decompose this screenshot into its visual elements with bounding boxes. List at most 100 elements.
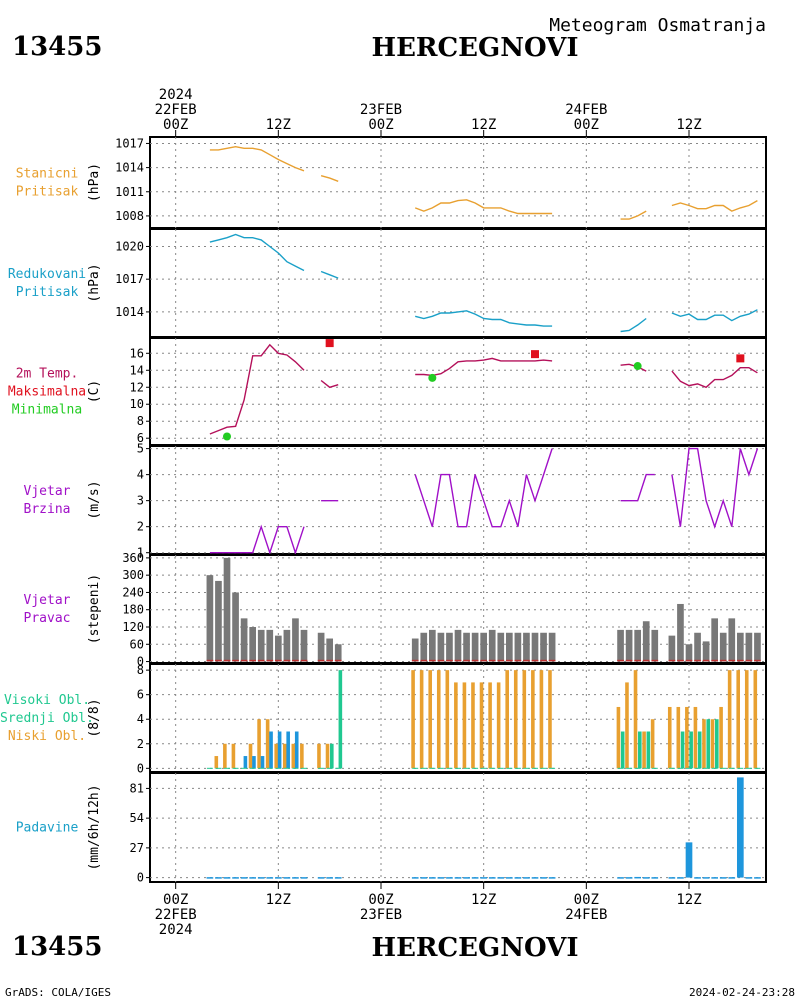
y-tick-label: 1017	[115, 272, 144, 286]
cloud-bar	[428, 670, 432, 769]
cloud-bar	[223, 743, 227, 769]
bar	[625, 629, 633, 662]
bar	[668, 877, 676, 879]
bar	[702, 877, 710, 879]
cloud-bar	[471, 682, 475, 769]
y-tick-label: 0	[137, 871, 144, 885]
y-tick-label: 360	[122, 551, 144, 565]
y-tick-label: 0	[137, 761, 144, 775]
bar	[540, 632, 547, 662]
panel-3: 6 8 10 12 14 16 (C) 2m Temp. Maksimalna Minimalna	[8, 337, 767, 446]
cloud-bar	[252, 756, 256, 769]
cloud-bar	[257, 719, 261, 769]
bar	[694, 877, 701, 879]
series-line	[414, 199, 553, 215]
bar	[531, 877, 539, 879]
top-tick-label: 2024	[159, 87, 193, 103]
bar	[651, 629, 659, 662]
cloud-bar	[488, 682, 492, 769]
y-tick-label: 3	[137, 494, 144, 508]
cloud-bar	[286, 731, 290, 769]
y-axis-label: (hPa)	[87, 163, 102, 202]
y-tick-label: 6	[137, 431, 144, 445]
bottom-tick-label: 24FEB	[565, 907, 607, 923]
bar	[232, 592, 239, 662]
bar	[317, 877, 325, 879]
bar	[223, 557, 231, 662]
bar	[548, 877, 556, 879]
bar	[685, 842, 693, 878]
bar	[523, 632, 530, 662]
top-tick-label: 12Z	[471, 117, 496, 133]
bottom-tick-label: 12Z	[676, 892, 701, 908]
bar	[728, 618, 736, 662]
footer-station-name: HERCEGNOVI	[372, 933, 579, 963]
top-tick-label: 00Z	[574, 117, 599, 133]
y-axis-label: (C)	[87, 380, 102, 403]
cloud-bar	[325, 743, 330, 769]
bar	[754, 632, 761, 662]
bar	[283, 877, 291, 879]
series-line	[320, 175, 339, 182]
panel-title-line: Visoki Obl.	[4, 693, 90, 708]
bar	[685, 644, 693, 662]
bar	[274, 635, 282, 662]
cloud-bar	[317, 743, 321, 769]
cloud-bar	[274, 743, 278, 769]
y-tick-label: 4	[137, 712, 144, 726]
cloud-bar	[282, 743, 287, 769]
bar	[334, 644, 342, 662]
panel-frame	[149, 772, 767, 883]
bar	[719, 632, 727, 662]
cloud-bar	[650, 719, 655, 769]
bar	[266, 629, 274, 662]
panel-2: 1014 1017 1020 (hPa)Redukovani Pritisak	[8, 228, 767, 338]
bottom-tick-label: 22FEB	[155, 907, 197, 923]
series-line	[620, 210, 647, 220]
bar	[745, 877, 753, 879]
cloud-bar	[697, 731, 702, 769]
cloud-bar	[744, 670, 749, 769]
series-line	[209, 524, 305, 555]
bar	[266, 877, 274, 879]
cloud-bar	[260, 756, 265, 769]
min-temp-marker	[633, 362, 642, 371]
bar	[480, 632, 488, 662]
cloud-bar	[753, 670, 758, 769]
bar	[292, 877, 299, 879]
bar	[505, 632, 513, 662]
y-tick-label: 10	[130, 397, 144, 411]
cloud-bar	[685, 706, 689, 769]
y-tick-label: 8	[137, 414, 144, 428]
top-tick-label: 00Z	[163, 117, 188, 133]
series-line	[320, 379, 339, 389]
bar	[300, 629, 308, 662]
max-temp-marker	[531, 350, 539, 359]
bar	[446, 877, 453, 879]
cloud-bar	[445, 670, 450, 769]
bar	[745, 632, 753, 662]
y-tick-label: 1008	[115, 209, 144, 223]
bar	[215, 580, 222, 662]
bottom-tick-label: 23FEB	[360, 907, 402, 923]
cloud-bar	[715, 719, 719, 769]
cloud-bar	[277, 731, 282, 769]
bar	[326, 877, 334, 879]
bar	[274, 877, 282, 879]
series-line	[414, 448, 553, 528]
y-axis-label: (8/8)	[87, 698, 102, 737]
cloud-bar	[411, 670, 415, 769]
bar	[223, 877, 231, 879]
y-tick-label: 240	[122, 585, 144, 599]
bar	[531, 632, 539, 662]
bar	[428, 877, 436, 879]
bar	[411, 877, 419, 879]
y-axis-label: (mm/6h/12h)	[87, 784, 102, 870]
bar	[634, 876, 642, 879]
bar	[249, 627, 257, 662]
series-line	[671, 199, 758, 212]
bar	[514, 877, 522, 879]
bar	[754, 877, 761, 879]
bar	[694, 632, 701, 662]
